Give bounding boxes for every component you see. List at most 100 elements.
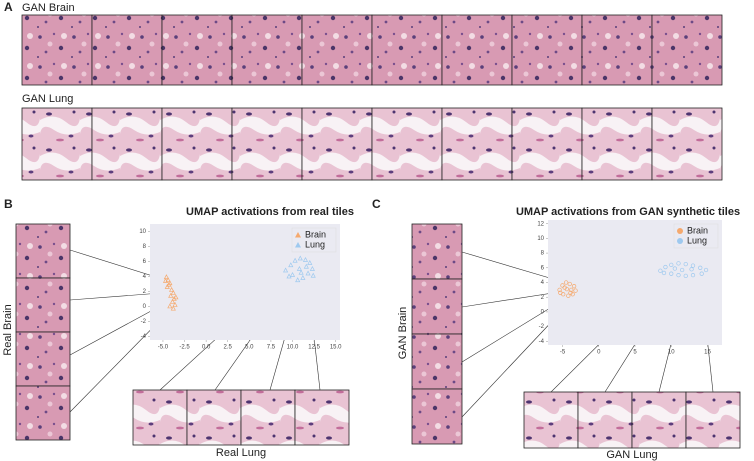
- tissue-tile: [685, 391, 741, 449]
- chart-title: UMAP activations from GAN synthetic tile…: [516, 206, 740, 218]
- series: [658, 261, 709, 279]
- x-tick-label: -5: [560, 350, 566, 356]
- point: [167, 303, 173, 309]
- point: [288, 262, 294, 268]
- tissue-tile: [231, 14, 303, 86]
- point: [560, 283, 565, 288]
- legend-marker: [295, 232, 301, 238]
- bottom-label: GAN Lung: [606, 449, 657, 461]
- point: [310, 272, 316, 278]
- point: [307, 259, 313, 265]
- row-label: GAN Brain: [22, 2, 75, 14]
- point: [295, 277, 301, 283]
- y-tick-label: 10: [139, 229, 146, 235]
- point: [568, 290, 573, 295]
- y-tick-label: 0: [541, 309, 545, 315]
- tissue-tile: [301, 107, 373, 181]
- tissue-tile: [91, 107, 163, 181]
- point: [698, 265, 703, 270]
- series: [557, 280, 578, 298]
- y-tick-label: -4: [539, 339, 545, 345]
- tissue-tile: [301, 14, 373, 86]
- tissue-tile: [161, 107, 233, 181]
- tissue-tile: [631, 391, 687, 449]
- x-tick-label: 10: [668, 350, 675, 356]
- tissue-tile: [511, 107, 583, 181]
- point: [669, 262, 674, 268]
- point: [297, 255, 303, 261]
- point: [683, 273, 688, 279]
- point: [165, 277, 171, 283]
- tissue-tile: [91, 14, 163, 86]
- x-tick-label: 15.0: [330, 345, 342, 351]
- point: [699, 271, 704, 276]
- tissue-tile: [161, 14, 233, 86]
- tissue-tile: [132, 389, 188, 446]
- side-label: GAN Brain: [397, 307, 409, 360]
- tissue-tile: [511, 14, 583, 86]
- point: [690, 263, 696, 268]
- tissue-tile: [581, 107, 653, 181]
- tissue-tile: [523, 391, 579, 449]
- tissue-tile: [231, 107, 303, 181]
- tissue-tile: [15, 277, 71, 333]
- panel-label: C: [372, 197, 381, 211]
- y-tick-label: -4: [141, 334, 147, 340]
- point: [286, 273, 292, 279]
- point: [172, 301, 178, 307]
- legend-label: Brain: [305, 229, 326, 239]
- point: [309, 265, 315, 271]
- point: [168, 292, 174, 298]
- x-tick-label: 0.0: [202, 345, 211, 351]
- tissue-tile: [15, 331, 71, 387]
- y-tick-label: 0: [143, 304, 147, 310]
- point: [571, 284, 577, 289]
- legend: [673, 223, 719, 249]
- point: [566, 293, 571, 298]
- panel-label: A: [4, 0, 13, 14]
- side-label: Real Brain: [2, 304, 14, 355]
- tissue-tile: [651, 14, 723, 86]
- tissue-tile: [411, 278, 463, 335]
- legend-marker: [295, 242, 301, 248]
- legend-label: Lung: [687, 235, 707, 245]
- point: [669, 271, 674, 276]
- x-tick-label: -5.0: [158, 345, 169, 351]
- tissue-tile: [15, 223, 71, 279]
- tissue-tile: [411, 223, 463, 280]
- x-tick-label: -2.5: [179, 345, 190, 351]
- bottom-label: Real Lung: [216, 447, 266, 459]
- point: [302, 256, 309, 262]
- legend-marker: [677, 228, 683, 234]
- point: [298, 269, 304, 275]
- tissue-tile: [411, 388, 463, 445]
- point: [303, 263, 309, 269]
- legend-marker: [677, 238, 683, 244]
- y-tick-label: 8: [143, 244, 147, 250]
- tissue-tile: [186, 389, 242, 446]
- point: [658, 268, 663, 273]
- y-tick-label: -2: [141, 319, 147, 325]
- series: [283, 255, 316, 283]
- x-tick-label: 7.5: [267, 345, 276, 351]
- point: [676, 261, 681, 266]
- point: [676, 272, 681, 278]
- tissue-tile: [581, 14, 653, 86]
- y-tick-label: 6: [541, 265, 545, 271]
- point: [170, 289, 176, 295]
- y-tick-label: 4: [143, 274, 147, 280]
- point: [171, 295, 177, 301]
- x-tick-label: 5.0: [245, 345, 254, 351]
- point: [679, 267, 685, 273]
- y-tick-label: -2: [539, 324, 545, 330]
- x-tick-label: 5: [633, 350, 637, 356]
- y-tick-label: 2: [143, 289, 147, 295]
- point: [683, 261, 688, 267]
- legend-label: Brain: [687, 225, 708, 235]
- point: [573, 288, 578, 293]
- y-tick-label: 10: [537, 236, 544, 242]
- series: [162, 274, 179, 311]
- x-tick-label: 10.0: [287, 345, 299, 351]
- point: [689, 267, 694, 272]
- point: [558, 290, 563, 295]
